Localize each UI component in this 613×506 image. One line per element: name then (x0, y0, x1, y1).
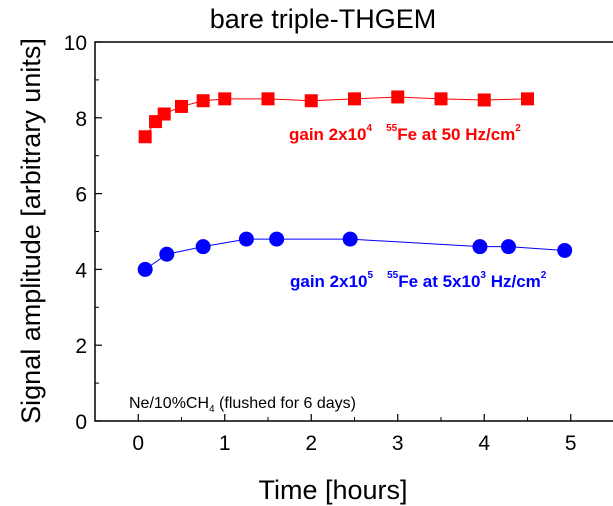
gas-text-b: (flushed for 6 days) (215, 395, 356, 412)
gas-annotation: Ne/10%CH4 (flushed for 6 days) (129, 395, 356, 415)
red-gain-exponent: 4 (367, 123, 373, 134)
series-1-point (159, 246, 175, 262)
y-tick-label: 8 (75, 108, 87, 131)
series-0-point (391, 90, 405, 104)
blue-gain-text: gain 2x10 (290, 272, 368, 291)
red-gain-text: gain 2x10 (289, 125, 367, 144)
series-1-point (269, 231, 285, 247)
series-1-point (500, 239, 516, 255)
blue-source-exponent-b: 2 (541, 270, 547, 281)
x-tick-label: 3 (392, 432, 404, 455)
series-0-point (304, 94, 318, 108)
y-axis-title: Signal amplitude [arbitrary units] (16, 38, 46, 424)
series-0-point (348, 92, 361, 106)
series-0-point (521, 92, 534, 106)
chart-title: bare triple-THGEM (210, 4, 437, 34)
blue-source-text-a: Fe at 5x10 (398, 272, 480, 291)
y-tick-label: 6 (75, 184, 87, 207)
x-tick-label: 0 (132, 432, 144, 455)
x-axis-ticks: 0 1 2 3 4 5 (94, 414, 577, 455)
series-0-point (477, 93, 491, 107)
x-tick-label: 4 (478, 432, 490, 455)
y-tick-label: 4 (75, 259, 87, 282)
series-layer (137, 90, 573, 277)
blue-series-annotation: gain 2x105 55Fe at 5x103 Hz/cm2 (290, 270, 547, 291)
blue-iso-mass: 55 (387, 270, 399, 281)
series-0-point (196, 94, 210, 108)
series-0-point (138, 130, 152, 144)
x-tick-label: 2 (305, 432, 317, 455)
series-0-point (157, 107, 171, 121)
y-tick-label: 10 (64, 32, 87, 55)
red-iso-mass: 55 (386, 123, 398, 134)
blue-source-exponent-a: 3 (480, 270, 486, 281)
series-1-point (342, 231, 358, 247)
gas-subscript: 4 (209, 404, 215, 415)
red-source-text: Fe at 50 Hz/cm (397, 125, 515, 144)
y-tick-label: 0 (75, 411, 87, 434)
series-1-point (557, 242, 573, 258)
y-tick-label: 2 (75, 335, 87, 358)
x-axis-title: Time [hours] (258, 475, 407, 505)
series-0-point (175, 99, 188, 113)
series-1-point (137, 261, 153, 277)
series-0-point (261, 92, 275, 106)
y-axis-ticks: 0 2 4 6 8 10 (64, 32, 102, 434)
x-tick-label: 1 (219, 432, 231, 455)
blue-source-text-b: Hz/cm (486, 272, 541, 291)
series-1-point (195, 239, 211, 255)
gas-text-a: Ne/10%CH (129, 395, 209, 412)
series-0-point (218, 92, 232, 106)
red-series-annotation: gain 2x104 55Fe at 50 Hz/cm2 (289, 123, 521, 144)
red-source-exponent: 2 (515, 123, 521, 134)
series-1-point (472, 239, 488, 255)
series-0-point (434, 92, 448, 106)
blue-gain-exponent: 5 (368, 270, 374, 281)
series-1-point (238, 231, 254, 247)
x-tick-label: 5 (565, 432, 577, 455)
